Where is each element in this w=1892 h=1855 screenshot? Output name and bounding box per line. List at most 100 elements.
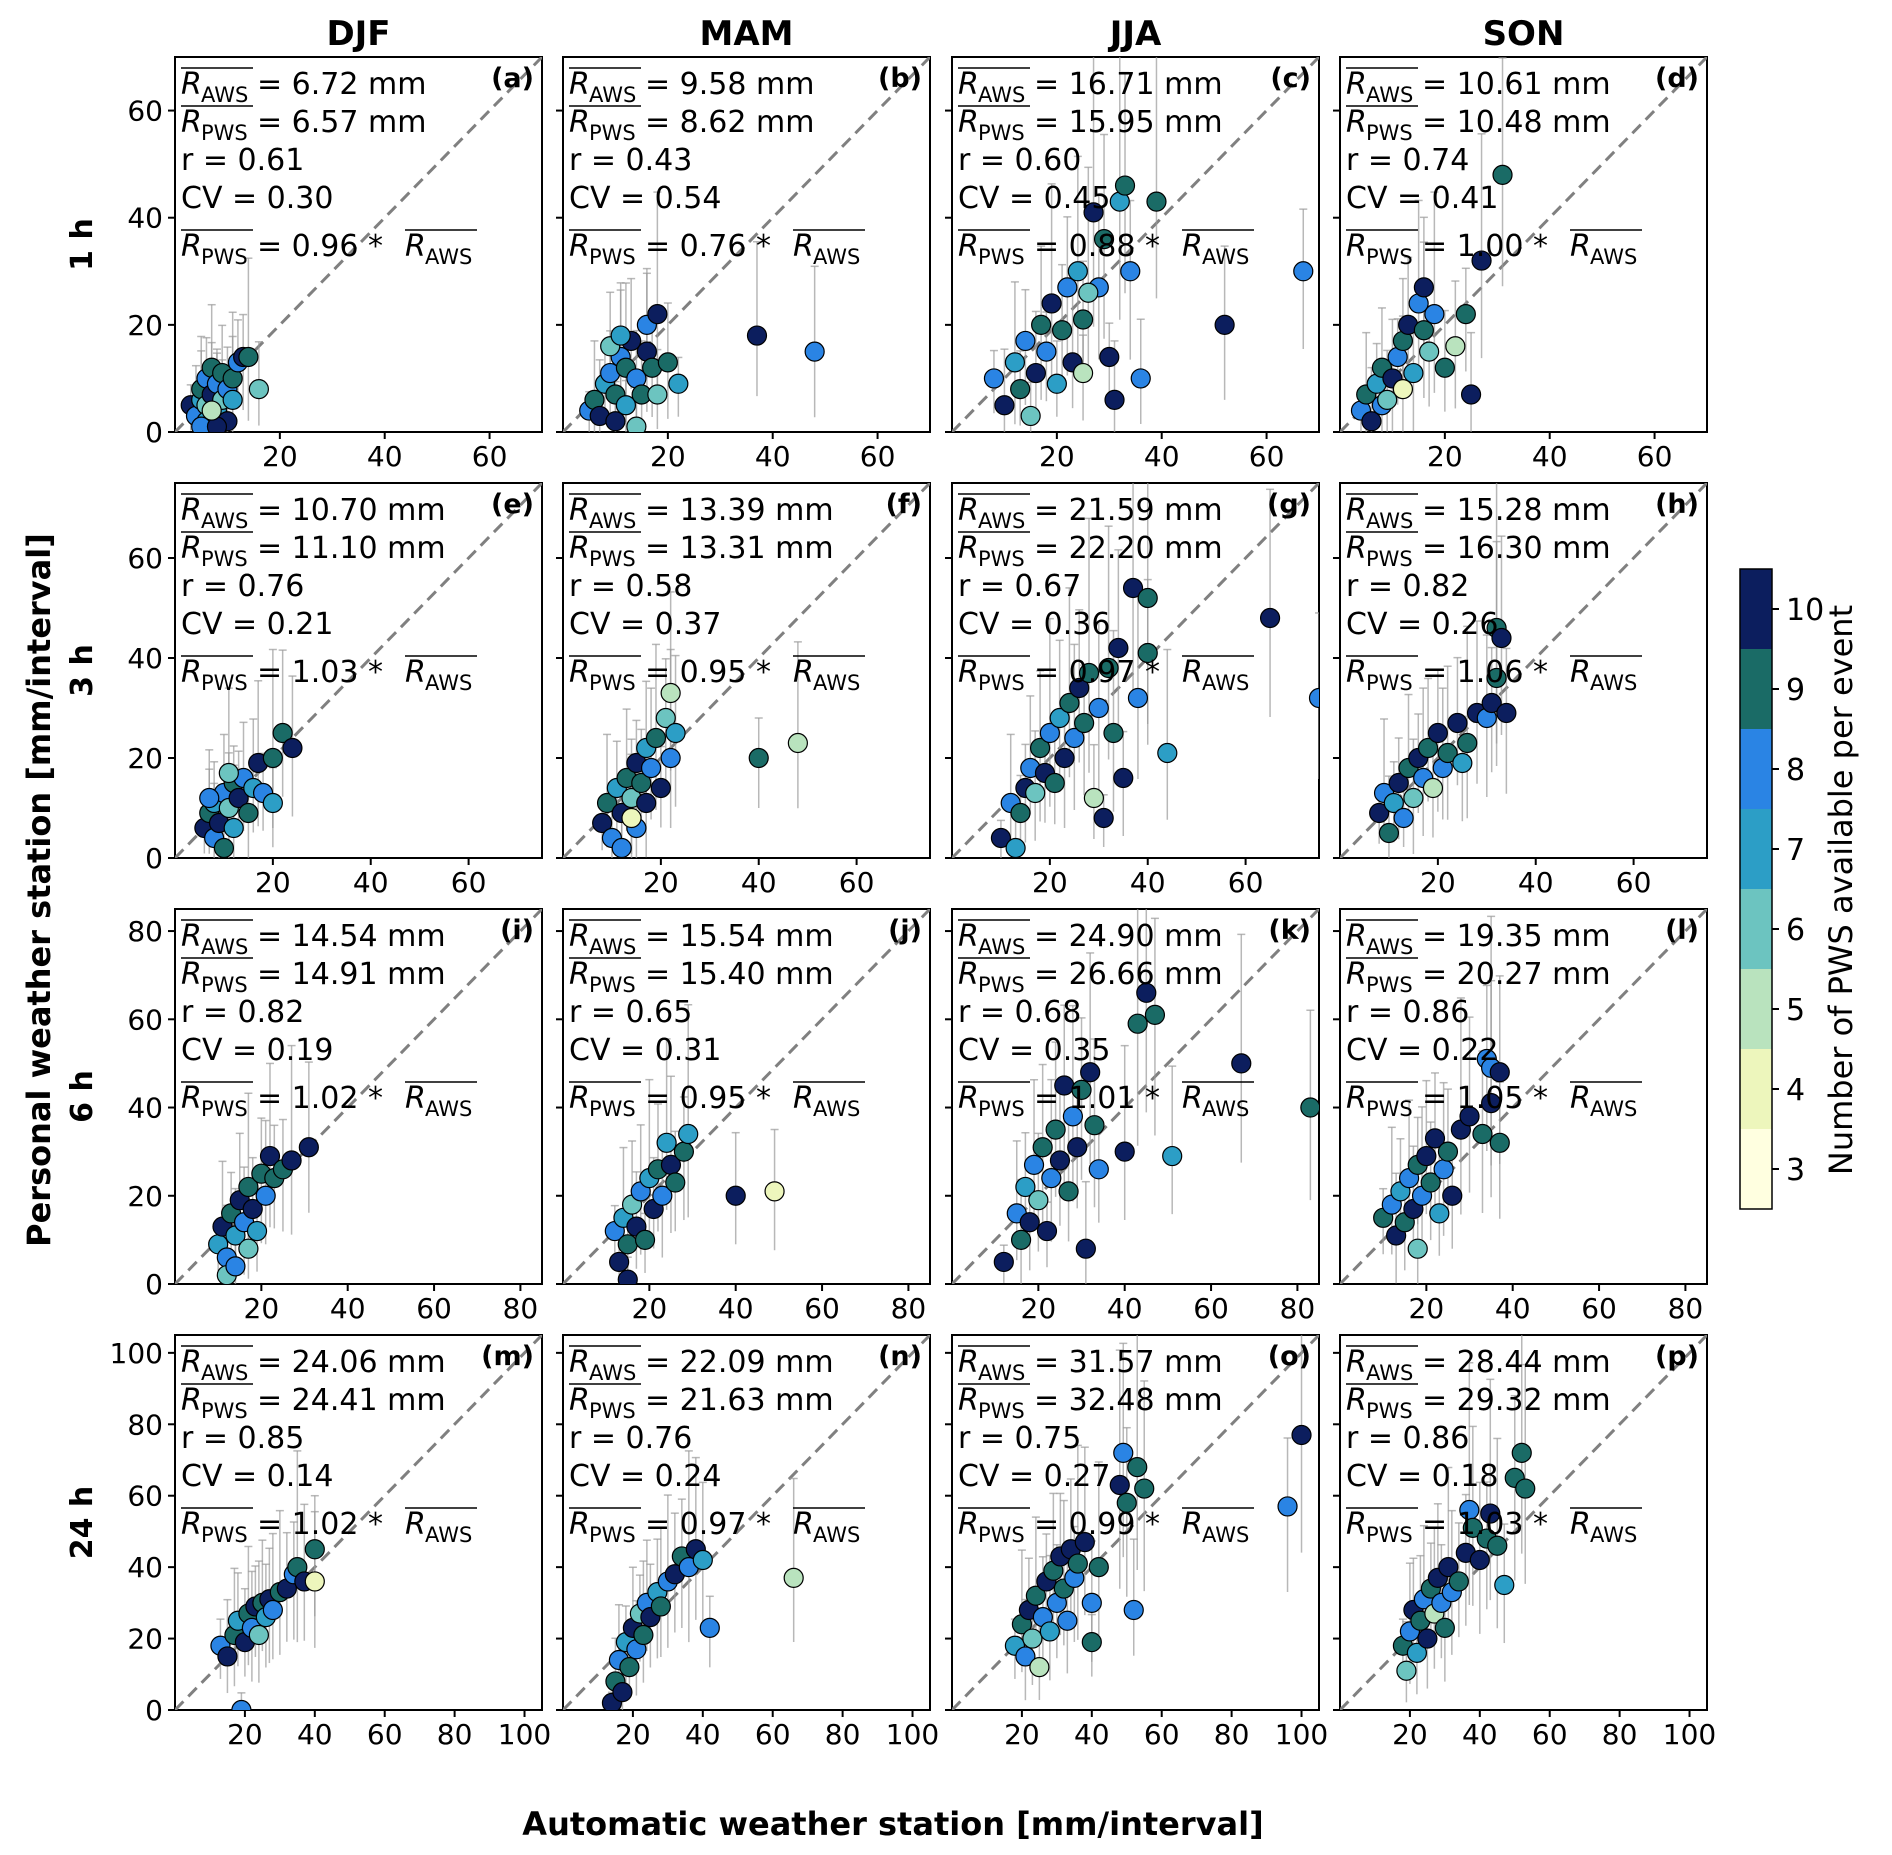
data-point [1214, 314, 1235, 335]
svg-text:AWS: AWS [201, 83, 248, 107]
x-tick-label: 60 [1144, 1718, 1180, 1751]
stat-raws: = 15.54 mm [645, 919, 834, 954]
svg-text:R: R [1346, 67, 1367, 102]
stat-cv: CV = 0.31 [569, 1033, 721, 1068]
data-point [1088, 1557, 1109, 1578]
data-point [228, 787, 249, 809]
svg-text:R: R [181, 1507, 202, 1542]
svg-text:R: R [405, 1081, 426, 1116]
data-point [994, 395, 1015, 416]
svg-text:R: R [569, 1507, 590, 1542]
data-point [1049, 1150, 1071, 1171]
svg-text:R: R [793, 229, 814, 264]
data-point [1127, 687, 1149, 709]
data-point [231, 1699, 252, 1710]
data-point [1448, 1571, 1469, 1592]
data-point [1031, 314, 1052, 335]
svg-text:R: R [181, 957, 202, 992]
x-tick-label: 40 [718, 1292, 754, 1325]
svg-text:R: R [181, 105, 202, 140]
data-point [1388, 772, 1409, 794]
stat-rpws: = 29.32 mm [1422, 1383, 1611, 1418]
svg-text:PWS: PWS [201, 245, 248, 269]
svg-text:PWS: PWS [978, 671, 1025, 695]
data-point [1471, 250, 1492, 271]
data-point [615, 395, 637, 416]
data-point [1433, 1159, 1454, 1180]
svg-text:R: R [569, 1383, 590, 1418]
svg-text:AWS: AWS [813, 671, 860, 695]
stat-cv: CV = 0.26 [1346, 607, 1498, 642]
x-tick-label: 60 [755, 1718, 791, 1751]
data-point [650, 1596, 671, 1617]
x-tick-label: 80 [1214, 1718, 1250, 1751]
data-point [1046, 373, 1067, 394]
x-tick-label: 20 [1032, 866, 1068, 899]
panel-letter: (e) [491, 489, 534, 520]
svg-text:R: R [1182, 1081, 1203, 1116]
stat-r: r = 0.67 [958, 569, 1081, 604]
svg-text:AWS: AWS [1590, 1097, 1637, 1121]
data-point [1489, 1132, 1510, 1153]
data-point [1511, 1442, 1532, 1463]
svg-text:R: R [569, 105, 590, 140]
stat-cv: CV = 0.36 [958, 607, 1110, 642]
stat-cv: CV = 0.22 [1346, 1033, 1498, 1068]
svg-text:PWS: PWS [201, 547, 248, 571]
x-tick-label: 40 [755, 440, 791, 473]
data-point [609, 1251, 630, 1273]
stat-ratio: = 0.76 * [645, 229, 771, 264]
data-point [1407, 1238, 1428, 1259]
data-point [656, 1132, 677, 1153]
data-point [1010, 1229, 1032, 1250]
x-tick-label: 20 [643, 866, 679, 899]
stat-raws: = 6.72 mm [257, 67, 426, 102]
stat-ratio: = 1.02 * [257, 1507, 383, 1542]
stat-rpws: = 21.63 mm [645, 1383, 834, 1418]
data-point [1083, 787, 1105, 809]
data-point [1427, 722, 1448, 744]
data-point [1496, 702, 1517, 724]
data-point [262, 747, 283, 769]
svg-text:AWS: AWS [1202, 1523, 1249, 1547]
stat-raws: = 24.06 mm [257, 1345, 446, 1380]
data-point [983, 368, 1005, 389]
data-point [1231, 1053, 1252, 1074]
svg-text:R: R [181, 1383, 202, 1418]
y-tick-label: 60 [127, 95, 163, 128]
svg-text:R: R [405, 229, 426, 264]
data-point [259, 1145, 281, 1167]
colorbar-segment [1740, 809, 1772, 889]
stat-r: r = 0.76 [569, 1421, 692, 1456]
x-tick-label: 40 [1107, 1292, 1143, 1325]
data-point [1103, 722, 1124, 744]
data-point [783, 1567, 804, 1588]
svg-text:R: R [958, 1507, 979, 1542]
panel-letter: (o) [1268, 1341, 1311, 1372]
svg-text:AWS: AWS [1202, 245, 1249, 269]
data-point [1130, 368, 1151, 389]
x-tick-label: 40 [1518, 866, 1554, 899]
y-tick-label: 60 [127, 1003, 163, 1036]
x-tick-label: 80 [1668, 1292, 1704, 1325]
svg-text:R: R [1346, 105, 1367, 140]
data-point [218, 762, 239, 784]
data-point [655, 707, 676, 729]
svg-text:PWS: PWS [978, 547, 1025, 571]
data-point [592, 812, 613, 834]
svg-text:PWS: PWS [978, 1399, 1025, 1423]
data-point [665, 722, 686, 744]
data-point [1022, 1628, 1043, 1649]
data-point [1088, 1159, 1109, 1180]
data-point [1419, 341, 1440, 362]
y-tick-label: 0 [145, 416, 163, 449]
y-tick-label: 0 [145, 1694, 163, 1727]
data-point [281, 1150, 302, 1171]
data-point [1099, 346, 1120, 368]
data-point [1308, 687, 1319, 709]
data-point [1114, 1141, 1135, 1162]
data-point [1486, 667, 1507, 689]
